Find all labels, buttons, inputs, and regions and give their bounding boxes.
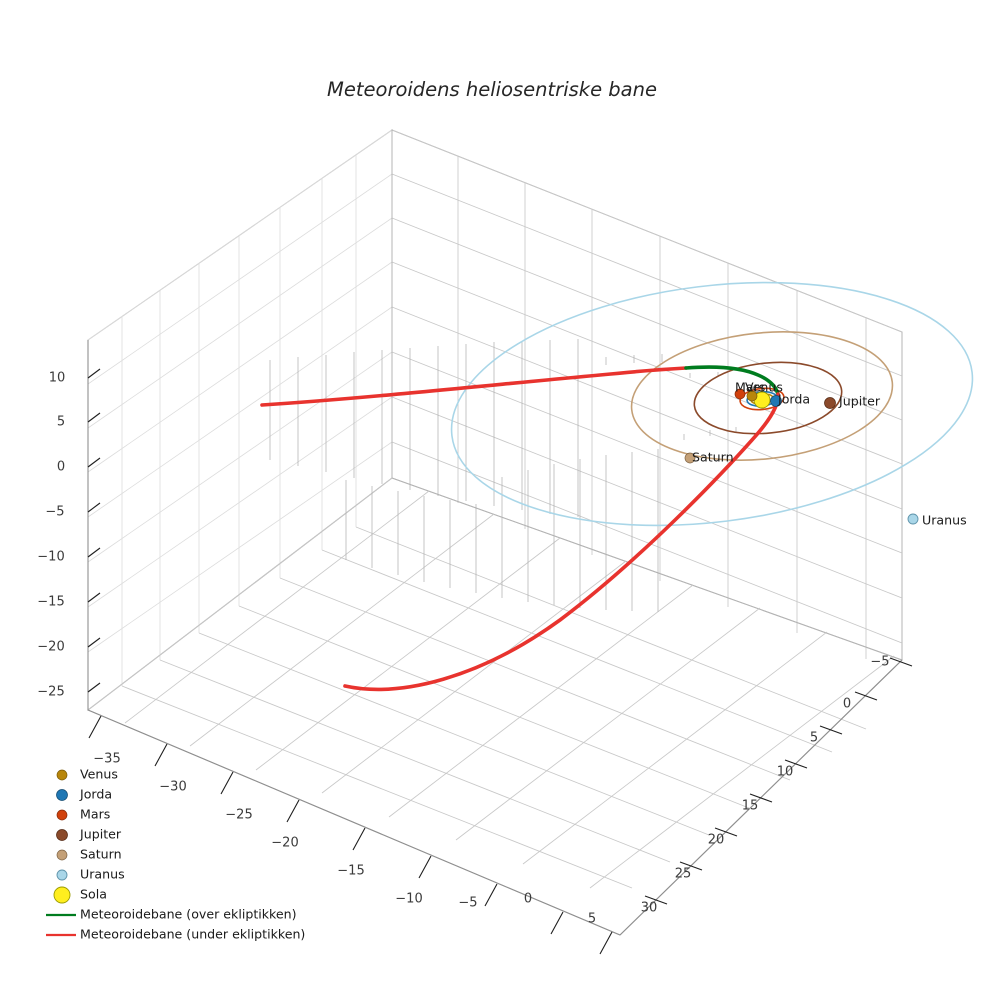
z-tick-label: −10	[37, 550, 64, 565]
legend-item-mars[interactable]: Mars	[56, 807, 110, 822]
y-tick-label: 30	[641, 901, 658, 916]
legend-item-jupiter[interactable]: Jupiter	[56, 827, 122, 842]
y-tick-label: −5	[870, 655, 889, 670]
z-tick-label: 0	[57, 460, 65, 475]
pane-back-left	[87, 129, 393, 712]
y-axis-tick-labels: −5 0 5 10 15 20 25 30	[641, 655, 890, 916]
legend-label-trajectory-under: Meteoroidebane (under ekliptikken)	[80, 927, 305, 942]
trajectory-red-outgoing	[343, 392, 780, 692]
marker-uranus	[907, 513, 919, 525]
y-tick-label: 0	[843, 697, 851, 712]
x-tick-label: −25	[225, 808, 252, 823]
label-jorda: Jorda	[777, 392, 810, 407]
x-tick-label: −20	[271, 836, 298, 851]
planet-orbits	[450, 281, 974, 527]
x-tick-label: −5	[458, 896, 477, 911]
z-tick-label: 5	[57, 415, 65, 430]
legend-item-jorda[interactable]: Jorda	[56, 787, 113, 802]
legend-label-uranus: Uranus	[80, 867, 125, 882]
legend-marker-jorda-icon	[56, 789, 68, 801]
trajectory-green	[684, 365, 780, 396]
orbit-uranus	[450, 281, 974, 527]
z-tick-label: −20	[37, 640, 64, 655]
marker-saturn	[684, 452, 696, 464]
legend-item-venus[interactable]: Venus	[56, 767, 118, 782]
legend-marker-uranus-icon	[56, 869, 68, 881]
trajectory-red-incoming	[260, 366, 688, 407]
y-tick-label: 15	[742, 799, 759, 814]
body-annotations: Mars Venus Jorda Jupiter Saturn Uranus	[692, 380, 967, 528]
x-tick-label: 0	[524, 892, 532, 907]
orbit-mars	[739, 387, 785, 411]
meteoroid-trajectory	[260, 365, 780, 692]
marker-mars	[734, 388, 746, 400]
orbit-saturn	[630, 331, 894, 461]
legend-label-sola: Sola	[80, 887, 107, 902]
legend-marker-jupiter-icon	[56, 829, 68, 841]
y-tick-label: 25	[675, 867, 692, 882]
page-title: Meteoroidens heliosentriske bane	[327, 78, 657, 101]
y-tick-label: 20	[708, 833, 725, 848]
z-tick-label: −25	[37, 685, 64, 700]
label-mars: Mars	[735, 380, 765, 395]
axes-panes	[87, 129, 903, 936]
z-tick-label: −15	[37, 595, 64, 610]
legend-marker-mars-icon	[56, 809, 68, 821]
x-axis-ticks	[88, 715, 613, 955]
legend-label-venus: Venus	[80, 767, 118, 782]
marker-jorda	[770, 395, 782, 407]
x-tick-label: −30	[159, 780, 186, 795]
x-tick-label: 5	[588, 912, 596, 927]
z-axis: 10 5 0 −5 −10 −15 −20 −25	[37, 340, 101, 710]
legend-label-mars: Mars	[80, 807, 110, 822]
z-tick-label: 10	[49, 371, 66, 386]
legend-label-trajectory-over: Meteoroidebane (over ekliptikken)	[80, 907, 297, 922]
x-axis: −35 −30 −25 −20 −15 −10 −5 0 5	[87, 709, 621, 955]
legend-item-trajectory-under[interactable]: Meteoroidebane (under ekliptikken)	[46, 927, 305, 942]
y-tick-label: 10	[777, 765, 794, 780]
x-axis-tick-labels: −35 −30 −25 −20 −15 −10 −5 0 5	[93, 752, 596, 927]
legend-item-trajectory-over[interactable]: Meteoroidebane (over ekliptikken)	[46, 907, 297, 922]
legend-item-sola[interactable]: Sola	[53, 886, 107, 904]
projection-stems	[269, 339, 737, 612]
label-saturn: Saturn	[692, 450, 734, 465]
marker-jupiter	[824, 397, 836, 409]
legend-item-saturn[interactable]: Saturn	[56, 847, 122, 862]
x-tick-label: −35	[93, 752, 120, 767]
y-tick-label: 5	[810, 731, 818, 746]
label-jupiter: Jupiter	[838, 394, 881, 409]
legend-label-saturn: Saturn	[80, 847, 122, 862]
x-tick-label: −10	[395, 892, 422, 907]
y-axis-ticks	[644, 657, 913, 905]
legend-label-jorda: Jorda	[79, 787, 112, 802]
label-venus: Venus	[745, 380, 783, 395]
orbit-jupiter	[693, 361, 843, 435]
legend-marker-venus-icon	[56, 769, 68, 781]
solar-system-bodies	[684, 388, 919, 525]
z-axis-tick-labels: 10 5 0 −5 −10 −15 −20 −25	[37, 371, 65, 700]
x-tick-label: −15	[337, 864, 364, 879]
legend-item-uranus[interactable]: Uranus	[56, 867, 125, 882]
marker-venus	[746, 390, 758, 402]
legend-marker-saturn-icon	[56, 849, 68, 861]
z-axis-ticks	[87, 368, 101, 693]
y-axis: −5 0 5 10 15 20 25 30	[619, 655, 913, 936]
z-tick-label: −5	[45, 505, 64, 520]
legend-label-jupiter: Jupiter	[79, 827, 122, 842]
legend: Venus Jorda Mars Jupiter Saturn Uranus S…	[46, 767, 305, 942]
legend-marker-sola-icon	[53, 886, 71, 904]
label-uranus: Uranus	[922, 513, 967, 528]
